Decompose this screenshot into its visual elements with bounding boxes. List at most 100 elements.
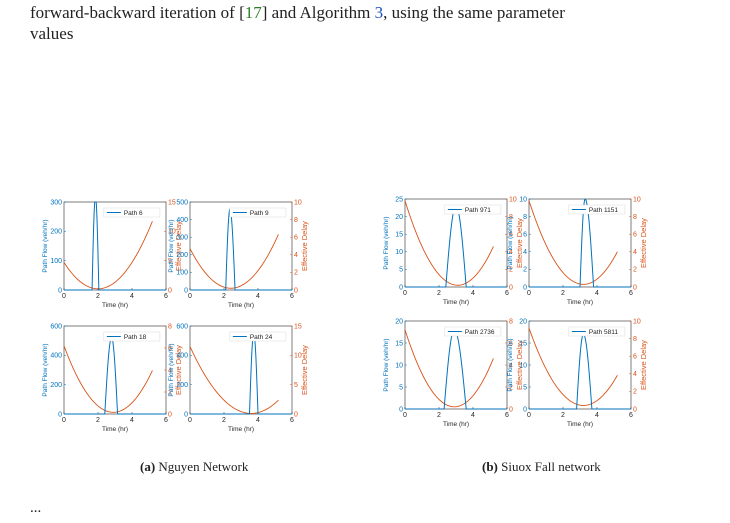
x-tick-label: 4 [130, 417, 134, 424]
legend-box [229, 207, 287, 218]
y-right-tick-label: 15 [294, 323, 302, 330]
x-axis-label: Time (hr) [567, 299, 593, 306]
x-tick-label: 4 [130, 293, 134, 300]
y-right-tick-label: 0 [294, 411, 298, 418]
x-tick-label: 2 [561, 412, 565, 419]
y-left-tick-label: 600 [50, 323, 62, 330]
y-right-tick-label: 4 [633, 371, 637, 378]
x-tick-label: 4 [256, 417, 260, 424]
x-axis-label: Time (hr) [567, 421, 593, 428]
y-left-tick-label: 20 [395, 318, 403, 325]
x-tick-label: 4 [595, 412, 599, 419]
y-left-tick-label: 10 [395, 362, 403, 369]
y-right-tick-label: 2 [633, 267, 637, 274]
y-right-tick-label: 0 [168, 287, 172, 294]
effective-delay-line [63, 345, 153, 413]
legend-label: Path 971 [465, 207, 491, 214]
y-right-axis-label: Effective Delay [639, 340, 648, 390]
y-left-axis-label: Path Flow (veh/hr) [168, 343, 175, 396]
path-flow-line [64, 201, 166, 291]
effective-delay-line [189, 346, 279, 414]
y-left-tick-label: 300 [50, 199, 62, 206]
y-left-tick-label: 25 [395, 196, 403, 203]
y-right-tick-label: 8 [509, 318, 513, 325]
y-left-tick-label: 200 [176, 382, 188, 389]
y-right-tick-label: 8 [633, 336, 637, 343]
x-axis-label: Time (hr) [443, 299, 469, 306]
y-left-tick-label: 15 [395, 232, 403, 239]
legend-box [568, 326, 626, 337]
x-tick-label: 6 [505, 290, 509, 297]
x-tick-label: 2 [96, 417, 100, 424]
subcaption-a: (a) Nguyen Network [140, 459, 249, 474]
legend-label: Path 2736 [465, 329, 495, 336]
x-tick-label: 6 [290, 417, 294, 424]
y-right-tick-label: 2 [294, 270, 298, 277]
path-flow-line [529, 198, 631, 288]
y-left-tick-label: 4 [523, 249, 527, 256]
legend-box [444, 326, 502, 337]
y-right-axis-label: Effective Delay [515, 340, 524, 390]
legend-label: Path 1151 [589, 207, 619, 214]
x-axis-label: Time (hr) [102, 302, 128, 309]
x-axis-label: Time (hr) [102, 426, 128, 433]
x-tick-label: 0 [403, 412, 407, 419]
path-flow-line [529, 333, 631, 410]
algorithm-link[interactable]: 3 [374, 3, 384, 22]
y-left-tick-label: 15 [519, 340, 527, 347]
y-right-tick-label: 2 [509, 384, 513, 391]
y-left-tick-label: 100 [176, 270, 188, 277]
x-tick-label: 6 [629, 290, 633, 297]
y-left-tick-label: 10 [395, 249, 403, 256]
y-left-axis-label: Path Flow (veh/hr) [383, 338, 390, 391]
effective-delay-line [63, 221, 153, 290]
y-right-tick-label: 6 [633, 232, 637, 239]
x-tick-label: 0 [527, 412, 531, 419]
y-left-tick-label: 0 [523, 284, 527, 291]
y-left-tick-label: 400 [176, 217, 188, 224]
y-left-axis-label: Path Flow (veh/hr) [168, 219, 175, 272]
x-tick-label: 0 [62, 417, 66, 424]
effective-delay-line [528, 200, 618, 285]
y-left-tick-label: 0 [523, 406, 527, 413]
x-tick-label: 4 [595, 290, 599, 297]
y-right-tick-label: 5 [294, 382, 298, 389]
legend-box [444, 204, 502, 215]
y-right-tick-label: 10 [633, 318, 641, 325]
x-tick-label: 0 [403, 290, 407, 297]
legend-label: Path 5811 [589, 329, 619, 336]
legend-label: Path 18 [124, 334, 147, 341]
y-right-tick-label: 15 [168, 199, 176, 206]
y-right-tick-label: 2 [633, 389, 637, 396]
legend-box [103, 331, 161, 342]
body-text-fragment: ... [30, 500, 42, 516]
y-right-tick-label: 4 [633, 249, 637, 256]
legend-box [229, 331, 287, 342]
y-left-tick-label: 400 [50, 353, 62, 360]
y-left-tick-label: 0 [184, 287, 188, 294]
citation-link[interactable]: 17 [244, 3, 262, 22]
y-left-tick-label: 0 [58, 411, 62, 418]
path-flow-line [405, 205, 507, 288]
caption-line-2: values [30, 24, 74, 43]
y-left-tick-label: 5 [399, 267, 403, 274]
y-left-tick-label: 8 [523, 214, 527, 221]
y-right-tick-label: 0 [509, 406, 513, 413]
effective-delay-line [528, 327, 618, 406]
y-left-tick-label: 2 [523, 267, 527, 274]
y-right-tick-label: 0 [633, 284, 637, 291]
y-right-tick-label: 6 [168, 345, 172, 352]
path-flow-line [64, 337, 166, 415]
y-right-tick-label: 4 [294, 252, 298, 259]
y-right-tick-label: 4 [509, 362, 513, 369]
legend-label: Path 9 [250, 210, 269, 217]
legend-box [103, 207, 161, 218]
y-right-tick-label: 8 [294, 217, 298, 224]
y-right-axis-label: Effective Delay [300, 221, 309, 271]
x-tick-label: 6 [629, 412, 633, 419]
